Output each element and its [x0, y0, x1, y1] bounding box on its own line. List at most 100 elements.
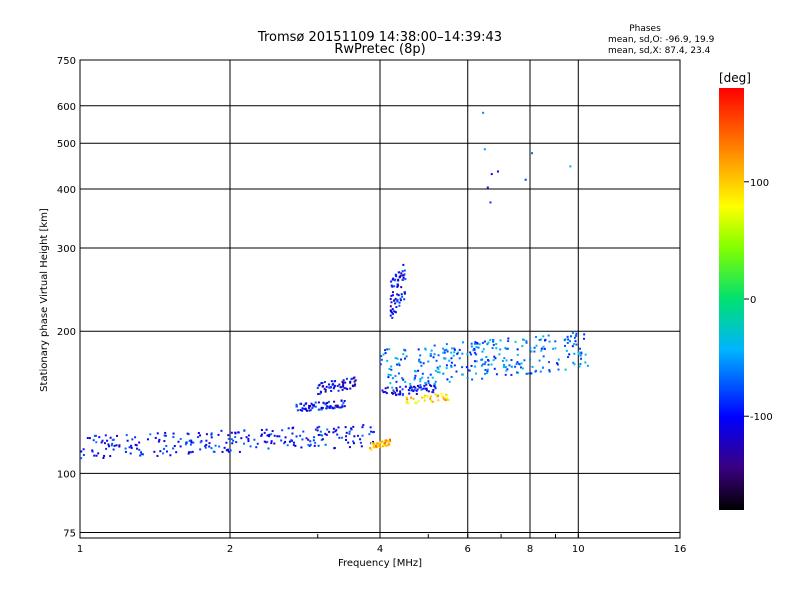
data-point: [385, 439, 388, 442]
data-point: [98, 436, 101, 439]
data-point: [469, 351, 472, 354]
data-point: [299, 434, 302, 437]
data-point: [281, 429, 284, 432]
data-point: [483, 340, 486, 343]
data-point: [399, 390, 402, 393]
data-point: [407, 389, 410, 392]
data-point: [225, 449, 228, 452]
data-point: [423, 396, 426, 399]
data-point: [487, 363, 490, 366]
data-point: [402, 353, 405, 356]
data-point: [492, 343, 495, 346]
data-point: [323, 387, 326, 390]
data-point: [389, 314, 392, 317]
data-point: [429, 354, 432, 357]
data-point: [434, 380, 437, 383]
data-point: [189, 443, 192, 446]
data-point: [131, 438, 134, 441]
data-point: [361, 434, 364, 437]
data-point: [407, 402, 410, 405]
data-point: [328, 386, 331, 389]
data-point: [95, 454, 98, 457]
data-point: [535, 344, 538, 347]
data-point: [111, 442, 114, 445]
data-point: [392, 294, 395, 297]
data-point: [388, 348, 391, 351]
data-point: [418, 386, 421, 389]
data-point: [324, 432, 327, 435]
data-point: [534, 370, 537, 373]
data-point: [429, 373, 432, 376]
data-point: [317, 393, 320, 396]
plot-area: 1 2 4 6 8 10 16 75 100 200 300 400 500 600 750: [57, 56, 686, 555]
data-point: [295, 403, 298, 406]
data-point: [149, 433, 152, 436]
data-point: [172, 432, 175, 435]
data-point: [506, 347, 509, 350]
data-point: [247, 437, 250, 440]
data-point: [210, 436, 213, 439]
data-point: [173, 445, 176, 448]
data-point: [419, 361, 422, 364]
data-point: [398, 393, 401, 396]
data-point: [406, 398, 409, 401]
data-point: [391, 386, 394, 389]
data-point: [476, 342, 479, 345]
data-point: [381, 445, 384, 448]
data-point: [504, 347, 507, 350]
data-point: [457, 351, 460, 354]
data-point: [423, 384, 426, 387]
data-point: [190, 440, 193, 443]
data-point: [156, 432, 159, 435]
data-point: [348, 432, 351, 435]
data-point: [401, 377, 404, 380]
data-point: [566, 335, 569, 338]
y-axis-label: Stationary phase Virtual Height [km]: [39, 208, 50, 392]
data-point: [401, 394, 404, 397]
data-point: [523, 338, 526, 341]
data-point: [397, 362, 400, 365]
data-point: [568, 340, 571, 343]
data-point: [453, 351, 456, 354]
data-point: [230, 431, 233, 434]
data-point: [386, 348, 389, 351]
data-point: [399, 299, 402, 302]
data-point: [377, 443, 380, 446]
data-point: [323, 402, 326, 405]
data-point: [82, 448, 85, 451]
data-point: [397, 279, 400, 282]
data-point: [100, 441, 103, 444]
data-point: [316, 429, 319, 432]
y-tick-label: 300: [57, 244, 76, 255]
data-point: [401, 388, 404, 391]
data-point: [214, 444, 217, 447]
data-point: [391, 291, 394, 294]
data-point: [453, 364, 456, 367]
data-point: [341, 388, 344, 391]
data-point: [427, 360, 430, 363]
data-point: [296, 409, 299, 412]
data-point: [582, 337, 585, 340]
data-point: [475, 353, 478, 356]
data-point: [232, 439, 235, 442]
data-point: [394, 391, 397, 394]
data-point: [388, 367, 391, 370]
data-point: [405, 396, 408, 399]
data-point: [134, 436, 137, 439]
data-point: [465, 366, 468, 369]
data-point: [510, 365, 513, 368]
data-point: [505, 347, 508, 350]
data-point: [445, 364, 448, 367]
data-point: [320, 438, 323, 441]
data-point: [486, 370, 489, 373]
data-point: [573, 363, 576, 366]
data-point: [324, 388, 327, 391]
data-point: [103, 442, 106, 445]
data-point: [354, 379, 357, 382]
data-point: [391, 311, 394, 314]
data-point: [417, 400, 420, 403]
data-point: [461, 373, 464, 376]
data-point: [340, 399, 343, 402]
data-point: [273, 434, 276, 437]
data-point: [389, 310, 392, 313]
